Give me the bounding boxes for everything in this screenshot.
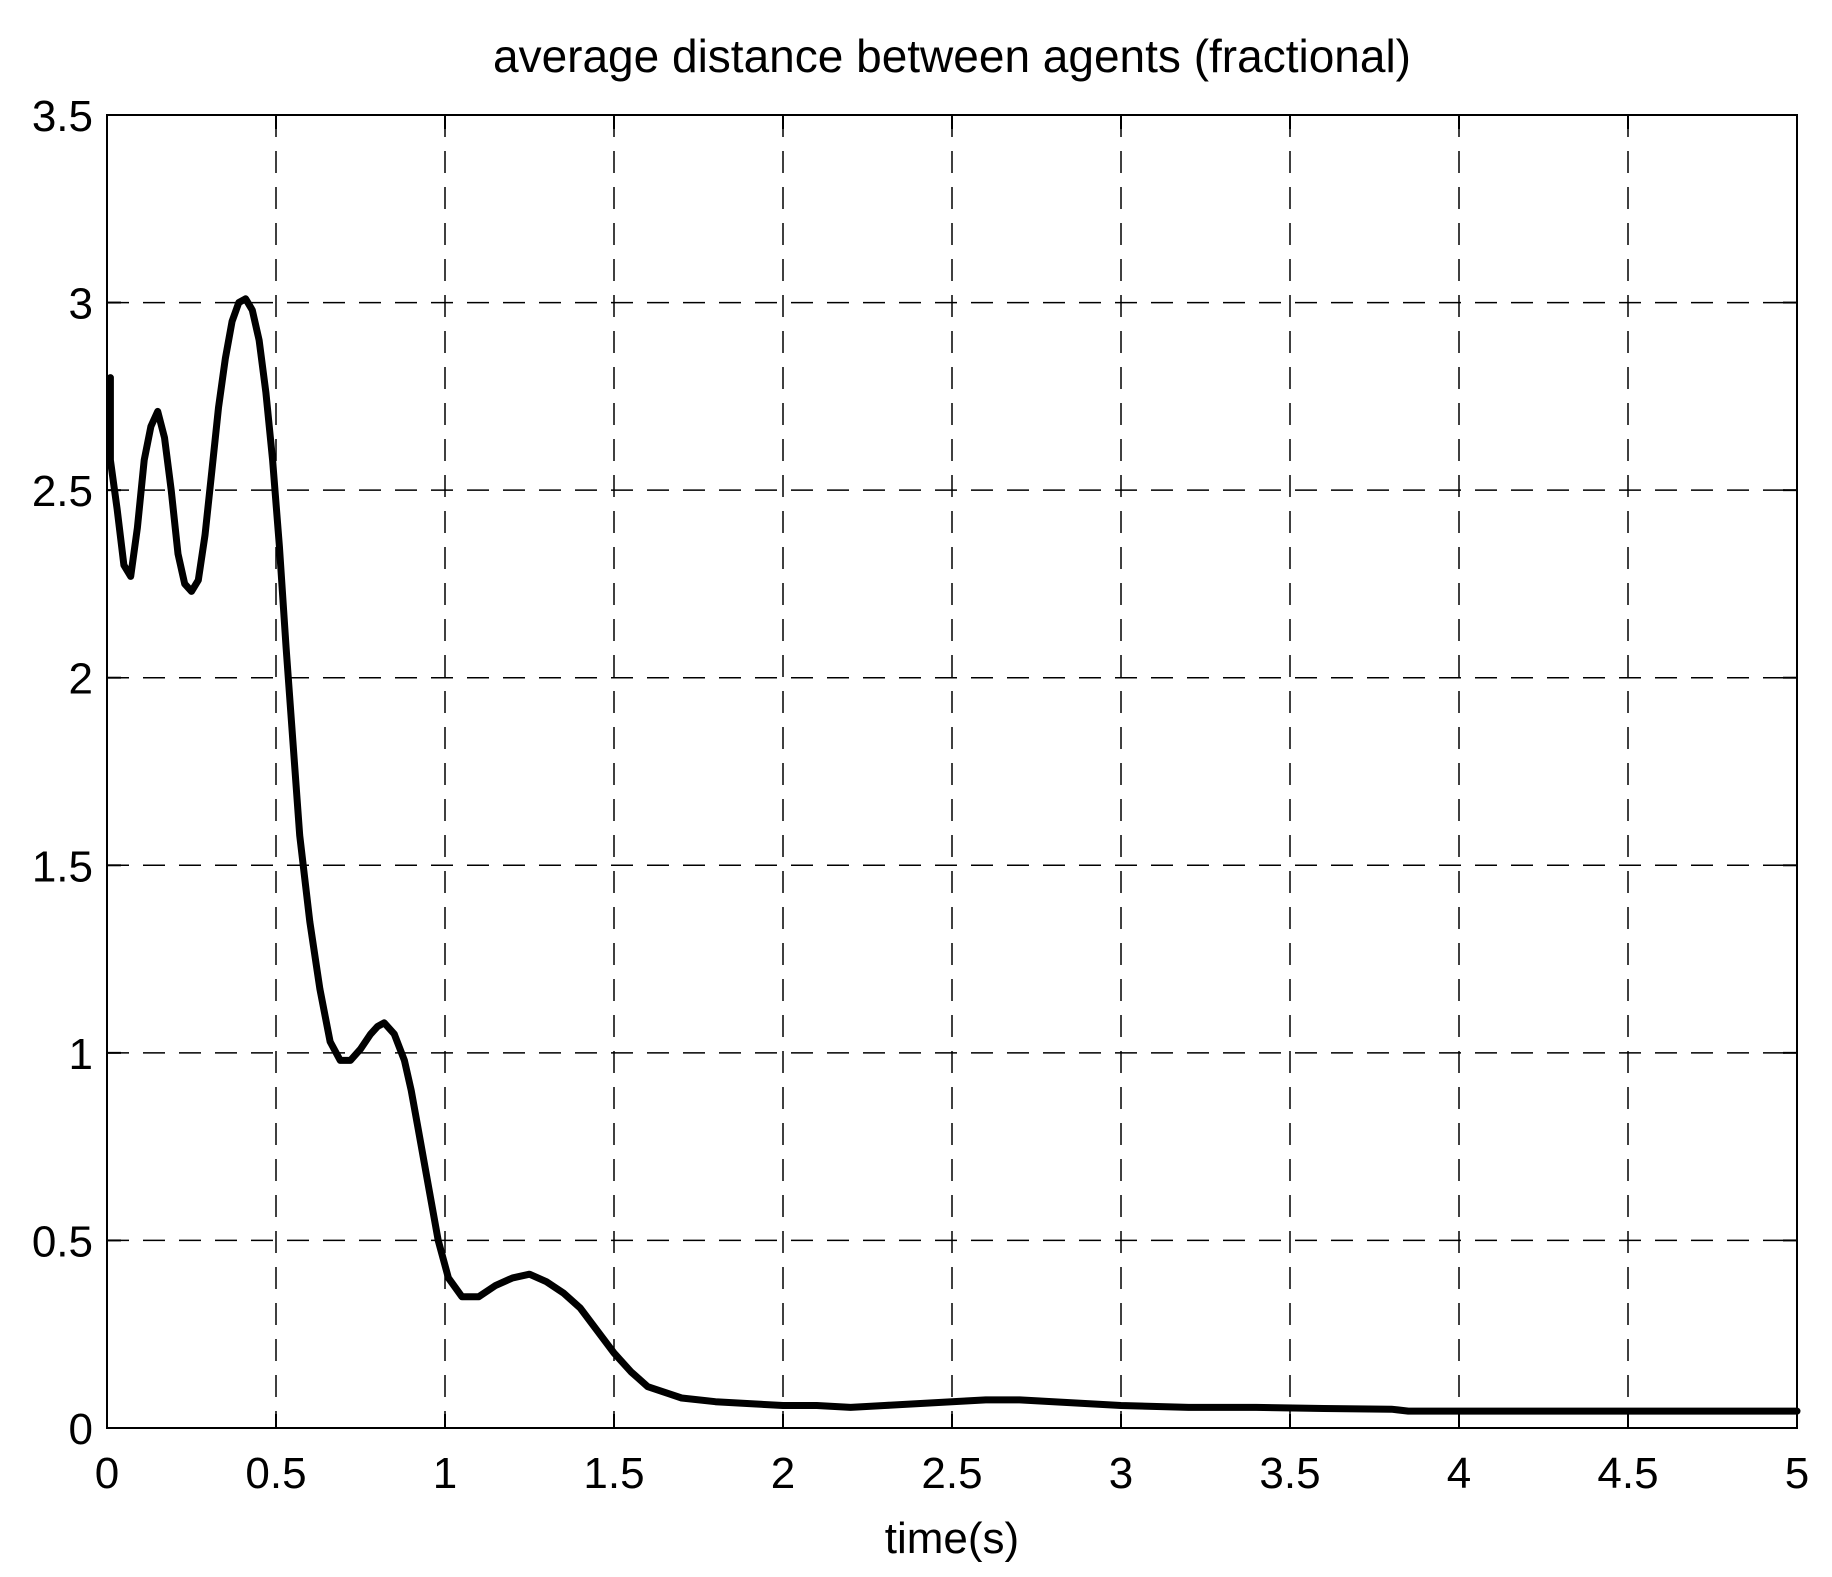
y-tick-label: 1	[69, 1030, 93, 1079]
y-tick-label: 0	[69, 1405, 93, 1454]
x-tick-label: 1.5	[583, 1449, 644, 1498]
x-tick-label: 2	[771, 1449, 795, 1498]
grid-lines	[107, 115, 1797, 1428]
x-tick-label: 2.5	[921, 1449, 982, 1498]
x-tick-label: 5	[1785, 1449, 1809, 1498]
series-line	[106, 295, 1801, 1415]
x-tick-label: 0	[95, 1449, 119, 1498]
x-tick-label: 4	[1447, 1449, 1471, 1498]
x-tick-label: 1	[433, 1449, 457, 1498]
y-tick-label: 0.5	[32, 1217, 93, 1266]
x-axis-label: time(s)	[885, 1514, 1019, 1563]
x-tick-label: 0.5	[245, 1449, 306, 1498]
x-tick-label: 3.5	[1259, 1449, 1320, 1498]
y-tick-label: 2	[69, 655, 93, 704]
tick-labels: 0 0.5 1 1.5 2 2.5 3 3.5 4 4.5 5 0 0.5 1 1.5 2 2.5 3 3.5	[32, 92, 1809, 1498]
chart-title: average distance between agents (fractio…	[493, 30, 1411, 82]
y-tick-label: 3	[69, 280, 93, 329]
x-tick-label: 4.5	[1597, 1449, 1658, 1498]
x-tick-label: 3	[1109, 1449, 1133, 1498]
y-tick-label: 3.5	[32, 92, 93, 141]
y-tick-label: 1.5	[32, 842, 93, 891]
y-tick-label: 2.5	[32, 467, 93, 516]
